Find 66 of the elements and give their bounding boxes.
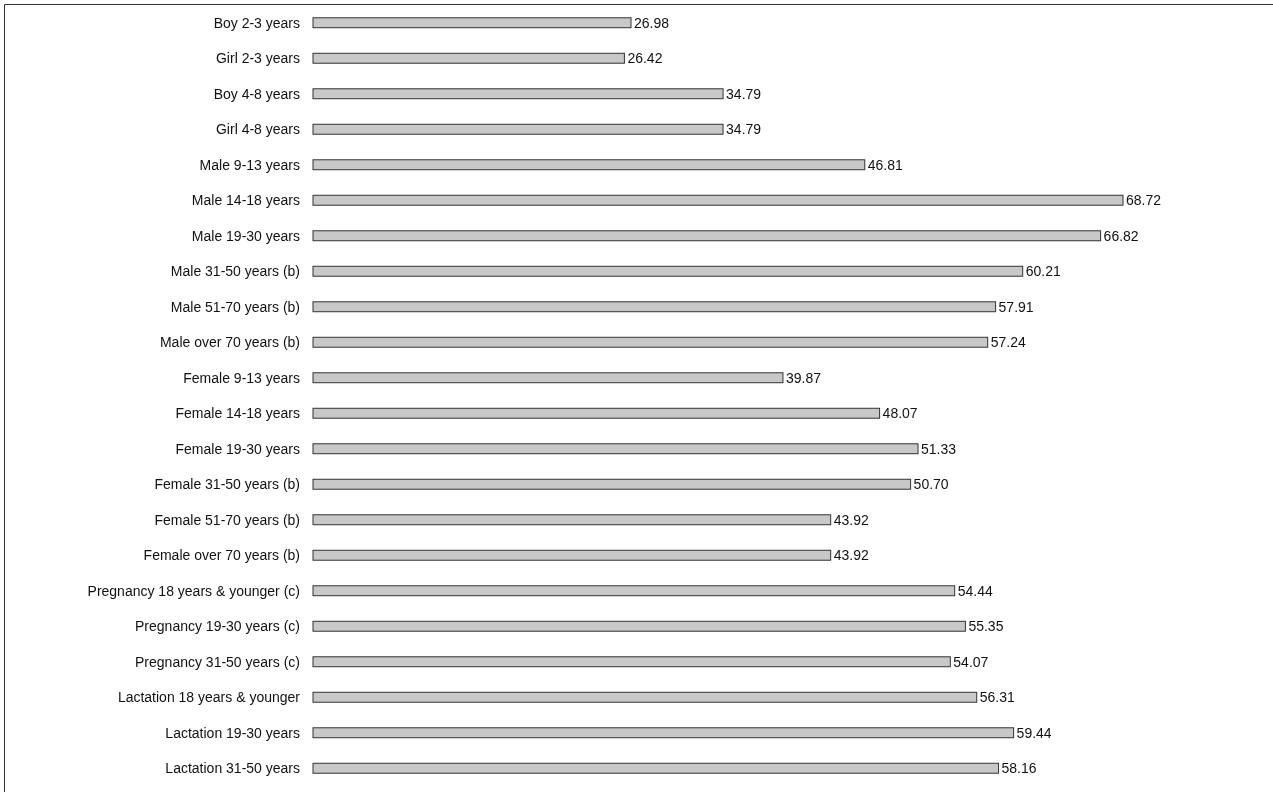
y-tick-label: Boy 2-3 years — [213, 14, 300, 31]
data-label: 48.07 — [882, 405, 918, 422]
bar — [312, 52, 625, 64]
data-label: 34.79 — [726, 85, 762, 102]
bar — [312, 336, 989, 348]
bar — [312, 514, 832, 526]
data-label: 51.33 — [921, 440, 957, 457]
data-label: 58.16 — [1001, 760, 1037, 777]
y-tick-label: Female 31-50 years (b) — [154, 476, 300, 493]
bar — [312, 656, 951, 668]
y-tick-label: Girl 4-8 years — [215, 121, 300, 138]
bar — [312, 301, 997, 313]
data-label: 59.44 — [1016, 724, 1052, 741]
y-tick-label: Lactation 18 years & younger — [117, 689, 301, 706]
y-tick-label: Pregnancy 18 years & younger (c) — [87, 582, 300, 599]
y-tick-label: Male 19-30 years — [191, 227, 300, 244]
bar — [312, 17, 632, 29]
bar — [312, 620, 966, 632]
bar — [312, 443, 919, 455]
y-tick-label: Boy 4-8 years — [213, 85, 300, 102]
bar — [312, 372, 784, 384]
bar — [312, 230, 1102, 242]
data-label: 68.72 — [1126, 192, 1162, 209]
bar — [312, 727, 1015, 739]
bar — [312, 478, 912, 490]
bar — [312, 194, 1124, 206]
y-tick-label: Male 9-13 years — [199, 156, 300, 173]
data-label: 55.35 — [968, 618, 1004, 635]
data-label: 26.98 — [634, 14, 670, 31]
y-tick-label: Female 14-18 years — [175, 405, 300, 422]
data-label: 43.92 — [833, 511, 869, 528]
data-label: 60.21 — [1025, 263, 1061, 280]
data-label: 57.24 — [990, 334, 1026, 351]
y-tick-label: Pregnancy 31-50 years (c) — [135, 653, 300, 670]
data-label: 54.07 — [953, 653, 989, 670]
y-tick-label: Female 51-70 years (b) — [154, 511, 300, 528]
y-tick-label: Lactation 19-30 years — [165, 724, 300, 741]
data-label: 50.70 — [913, 476, 949, 493]
y-tick-label: Female over 70 years (b) — [143, 547, 300, 564]
bar — [312, 265, 1024, 277]
y-tick-label: Pregnancy 19-30 years (c) — [135, 618, 300, 635]
data-label: 34.79 — [726, 121, 762, 138]
data-label: 57.91 — [998, 298, 1034, 315]
data-label: 26.42 — [627, 50, 663, 67]
y-tick-label: Male 31-50 years (b) — [170, 263, 300, 280]
y-tick-label: Female 9-13 years — [183, 369, 300, 386]
data-label: 39.87 — [785, 369, 822, 386]
bar — [312, 691, 978, 703]
y-tick-label: Lactation 31-50 years — [165, 760, 300, 777]
data-label: 43.92 — [833, 547, 869, 564]
data-label: 56.31 — [979, 689, 1015, 706]
bar — [312, 762, 1000, 774]
bar — [312, 88, 724, 100]
y-tick-label: Female 19-30 years — [175, 440, 300, 457]
data-label: 66.82 — [1103, 227, 1139, 244]
y-tick-label: Girl 2-3 years — [215, 50, 300, 67]
data-label: 46.81 — [867, 156, 903, 173]
bar — [312, 585, 956, 597]
bar — [312, 407, 881, 419]
bar — [312, 159, 866, 171]
data-label: 54.44 — [957, 582, 993, 599]
y-tick-label: Male 51-70 years (b) — [170, 298, 300, 315]
bar — [312, 123, 724, 135]
y-tick-label: Male 14-18 years — [191, 192, 300, 209]
bar — [312, 549, 832, 561]
y-tick-label: Male over 70 years (b) — [159, 334, 300, 351]
